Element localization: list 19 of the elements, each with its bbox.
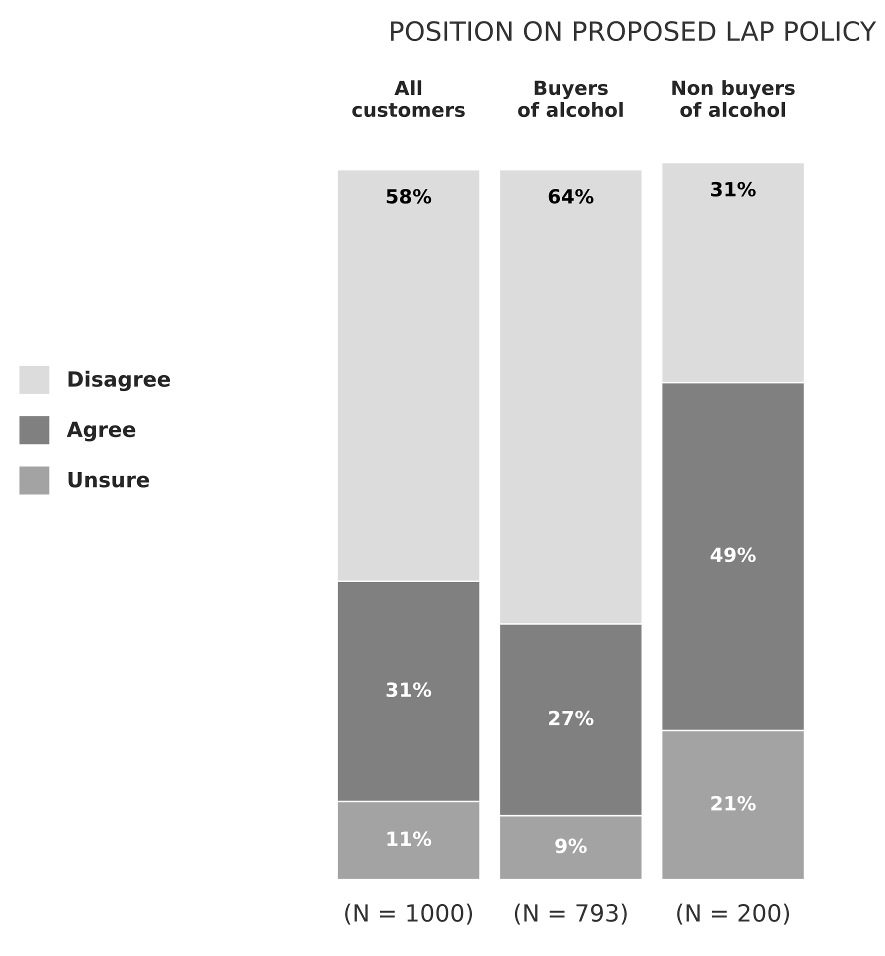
text: (N = 1000) (345, 904, 472, 925)
legend-label: Agree (66, 422, 136, 442)
data-label: 9% (555, 838, 587, 854)
data-label: 31% (386, 682, 432, 698)
text: (N = 793) (514, 904, 627, 925)
chart-title: POSITION ON PROPOSED LAP POLICY (391, 21, 876, 42)
legend-label: Unsure (68, 472, 150, 488)
x-tick-label: All customers (352, 80, 465, 118)
data-label: 49% (710, 547, 756, 562)
data-label: 27% (549, 710, 594, 726)
data-label: 21% (711, 796, 756, 811)
data-label: 64% (548, 188, 594, 204)
data-label: 11% (388, 831, 432, 846)
data-label: 58% (386, 188, 432, 204)
x-tick-label: Non buyers of alcohol (672, 80, 795, 118)
legend-label: Disagree (68, 370, 170, 392)
text: (N = 200) (677, 904, 790, 925)
x-tick-label: Buyers of alcohol (518, 80, 623, 118)
data-label: 31% (711, 182, 756, 197)
